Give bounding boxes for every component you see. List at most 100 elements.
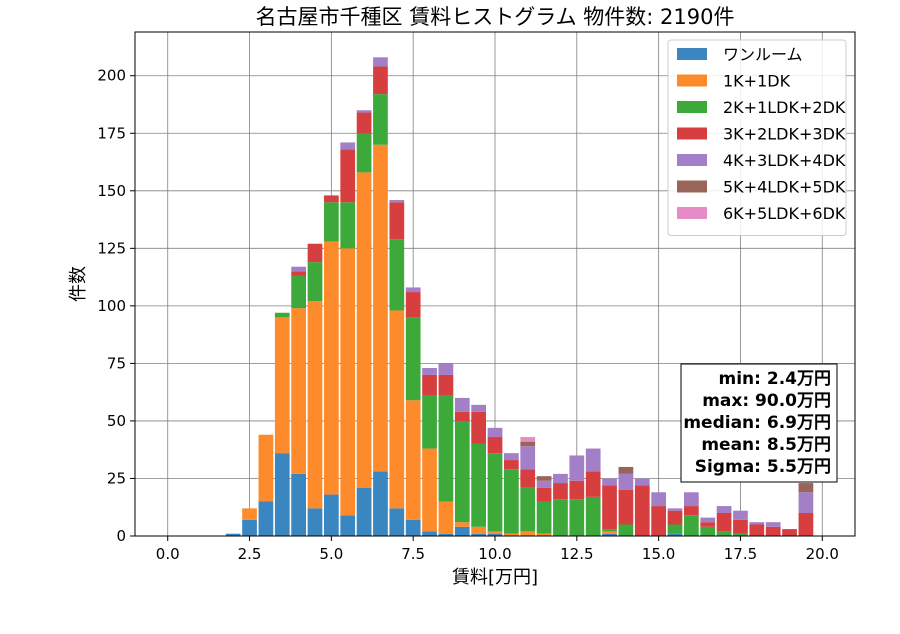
bar-segment <box>504 469 519 534</box>
y-tick-label: 100 <box>97 297 126 315</box>
bar-segment <box>520 437 536 442</box>
stats-line: max: 90.0万円 <box>702 391 831 411</box>
bar-segment <box>634 478 650 486</box>
bar-segment <box>373 94 388 145</box>
bar-segment <box>274 317 290 454</box>
bar-segment <box>307 243 323 263</box>
bar-segment <box>454 420 470 523</box>
bar-segment <box>307 262 323 302</box>
bar-segment <box>324 202 339 242</box>
bar-segment <box>782 529 797 536</box>
bar-segment <box>520 469 536 488</box>
bar-segment <box>700 526 716 536</box>
bar-segment <box>242 519 257 536</box>
stats-frame <box>680 363 838 483</box>
bar-segment <box>340 248 356 516</box>
bar-segment <box>454 526 470 536</box>
x-tick-label: 2.5 <box>238 545 262 563</box>
bar-segment <box>536 533 552 536</box>
bar-segment <box>422 395 437 449</box>
stats-line: mean: 8.5万円 <box>701 435 831 455</box>
bar-segment <box>373 66 388 95</box>
bar-segment <box>340 142 356 150</box>
bar-segment <box>471 411 486 444</box>
legend-swatch <box>677 101 707 113</box>
legend-swatch <box>677 48 707 60</box>
bar-segment <box>700 517 716 523</box>
bar-segment <box>258 434 274 502</box>
x-tick-label: 17.5 <box>724 545 757 563</box>
bar-segment <box>356 487 372 536</box>
bar-segment <box>405 287 421 293</box>
bar-segment <box>798 492 814 513</box>
bar-segment <box>471 404 486 412</box>
bar-segment <box>602 533 617 536</box>
legend-label: 5K+4LDK+5DK <box>723 178 846 197</box>
x-tick-label: 20.0 <box>806 545 839 563</box>
bar-segment <box>569 480 585 500</box>
bar-segment <box>422 368 437 375</box>
bar-segment <box>602 485 617 530</box>
axis-ticks: 0.0 2.5 5.0 7.5 10.0 12.5 15.0 17.5 20.0 0 25 50 75 1… <box>97 67 839 563</box>
bar-segment <box>553 499 568 536</box>
x-tick-label: 7.5 <box>401 545 425 563</box>
bar-segment <box>373 471 388 536</box>
bar-segment <box>291 266 306 272</box>
bar-segment <box>422 531 437 536</box>
bar-segment <box>798 483 814 493</box>
y-tick-label: 150 <box>97 182 126 200</box>
bar-segment <box>307 301 323 509</box>
bar-segment <box>242 508 257 520</box>
bar-segment <box>585 448 601 472</box>
bar-segment <box>340 515 356 536</box>
bar-segment <box>356 133 372 173</box>
bar-segment <box>569 499 585 536</box>
legend-label: 4K+3LDK+4DK <box>723 151 846 170</box>
bar-segment <box>618 524 634 536</box>
legend-swatch <box>677 74 707 87</box>
bar-segment <box>602 529 617 532</box>
bar-segment <box>356 112 372 134</box>
bar-segment <box>504 460 519 470</box>
bar-segment <box>504 453 519 461</box>
bar-segment <box>454 522 470 527</box>
bar-segment <box>438 374 454 396</box>
bar-segment <box>471 443 486 527</box>
bar-segment <box>536 487 552 502</box>
bar-segment <box>405 400 421 520</box>
bars <box>225 57 814 536</box>
bar-segment <box>438 395 454 502</box>
x-axis-label: 賃料[万円] <box>452 567 538 588</box>
chart-title: 名古屋市千種区 賃料ヒストグラム 物件数: 2190件 <box>256 5 735 29</box>
bar-segment <box>324 195 339 203</box>
bar-segment <box>749 524 765 536</box>
bar-segment <box>225 533 241 536</box>
bar-segment <box>585 496 601 536</box>
legend: ワンルーム 1K+1DK 2K+1LDK+2DK 3K+2LDK+3DK 4K+3LDK… <box>667 39 847 236</box>
bar-segment <box>356 110 372 113</box>
bar-segment <box>389 508 405 536</box>
bar-segment <box>422 448 437 532</box>
bar-segment <box>405 519 421 536</box>
bar-segment <box>684 515 699 536</box>
bar-segment <box>733 533 748 536</box>
bar-segment <box>438 363 454 375</box>
bar-segment <box>716 531 732 536</box>
bar-segment <box>618 489 634 525</box>
bar-segment <box>389 202 405 240</box>
bar-segment <box>291 271 306 276</box>
bar-segment <box>634 485 650 536</box>
y-tick-label: 125 <box>97 239 126 257</box>
y-tick-label: 175 <box>97 124 126 142</box>
bar-segment <box>520 441 536 447</box>
bar-segment <box>389 200 405 203</box>
bar-segment <box>733 519 748 534</box>
bar-segment <box>733 510 748 520</box>
bar-segment <box>667 508 683 511</box>
y-tick-label: 75 <box>107 354 126 372</box>
bar-segment <box>765 526 781 536</box>
bar-segment <box>553 473 568 484</box>
legend-swatch <box>677 127 707 140</box>
bar-segment <box>536 480 552 488</box>
